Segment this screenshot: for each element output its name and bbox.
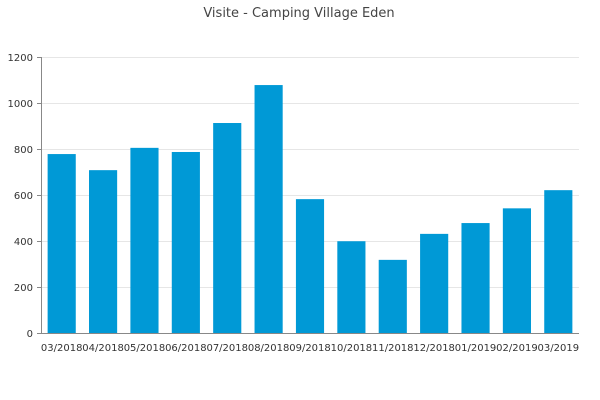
- y-tick-label: 0: [27, 329, 33, 340]
- x-tick-label: 12/2018: [413, 343, 455, 354]
- x-tick-label: 11/2018: [372, 343, 414, 354]
- x-tick-label: 04/2018: [82, 343, 124, 354]
- y-tick-label: 200: [14, 283, 33, 294]
- x-tick-label: 07/2018: [206, 343, 248, 354]
- y-axis: 0 200 400 600 800 1000 1200: [8, 53, 42, 340]
- y-tick-label: 1000: [8, 99, 33, 110]
- bar: [89, 170, 118, 333]
- x-tick-label: 05/2018: [124, 343, 166, 354]
- y-tick-label: 600: [14, 191, 33, 202]
- bar: [295, 199, 325, 333]
- bar: [213, 123, 242, 333]
- chart-title: Visite - Camping Village Eden: [203, 6, 394, 21]
- x-tick-label: 08/2018: [248, 343, 290, 354]
- y-tick-label: 1200: [8, 53, 33, 64]
- x-tick-label: 02/2019: [496, 343, 538, 354]
- bar: [47, 154, 76, 333]
- x-tick-label: 01/2019: [455, 343, 497, 354]
- bar: [254, 85, 283, 333]
- x-tick-label: 03/2018: [41, 343, 83, 354]
- y-tick-label: 800: [14, 145, 33, 156]
- bar: [461, 223, 490, 333]
- bar: [337, 241, 366, 333]
- bar: [130, 147, 159, 333]
- bar-series: [47, 85, 573, 333]
- x-axis: 03/2018 04/2018 05/2018 06/2018 07/2018 08/20…: [41, 333, 580, 354]
- bar: [420, 233, 449, 333]
- bar: [378, 259, 407, 333]
- bar: [171, 151, 200, 333]
- x-tick-label: 03/2019: [538, 343, 580, 354]
- bar: [502, 208, 531, 333]
- x-tick-label: 09/2018: [289, 343, 331, 354]
- bar: [544, 190, 573, 333]
- x-tick-label: 06/2018: [165, 343, 207, 354]
- y-tick-label: 400: [14, 237, 33, 248]
- x-tick-label: 10/2018: [331, 343, 373, 354]
